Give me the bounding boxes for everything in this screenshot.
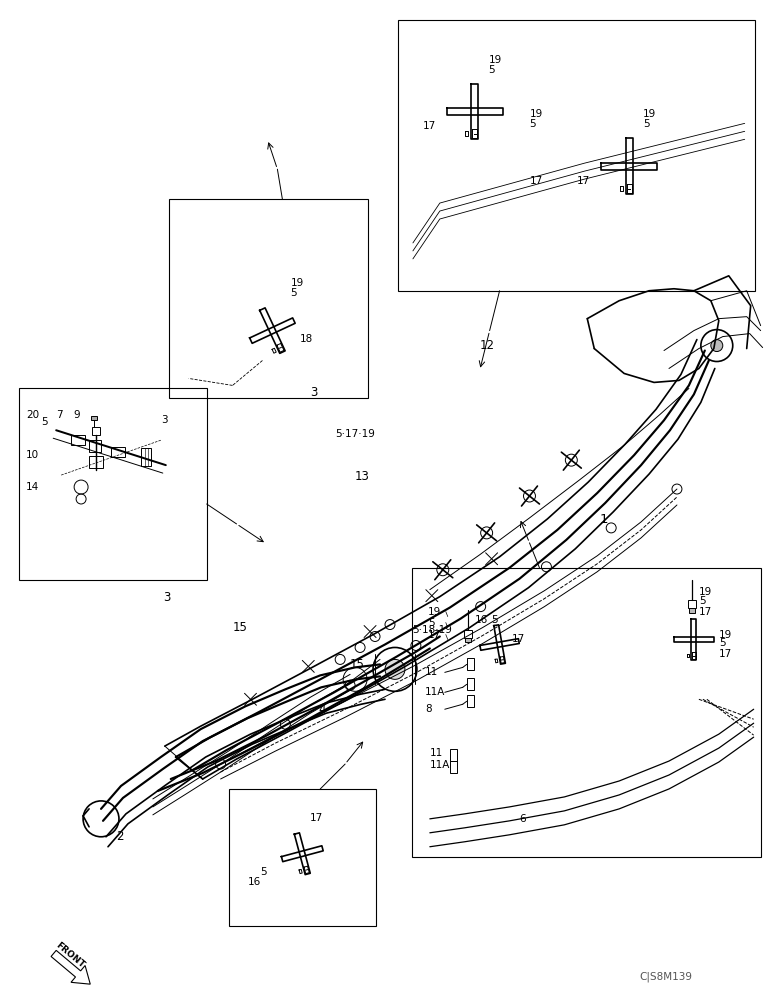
- Text: 15: 15: [350, 658, 365, 671]
- Bar: [465, 638, 471, 642]
- Text: 16: 16: [475, 615, 488, 625]
- Bar: [71, 435, 85, 445]
- Text: 5·18·19: 5·18·19: [412, 625, 452, 635]
- Bar: [91, 416, 97, 420]
- Bar: [229, 789, 376, 926]
- Text: 5: 5: [643, 119, 650, 129]
- Bar: [464, 630, 472, 638]
- Text: 19: 19: [530, 109, 543, 119]
- Text: 10: 10: [26, 450, 39, 460]
- Text: 20: 20: [26, 410, 39, 420]
- Text: 19: 19: [643, 109, 656, 119]
- Bar: [467, 678, 474, 690]
- Text: 13: 13: [355, 470, 370, 483]
- Text: 11: 11: [425, 667, 438, 677]
- Text: 16: 16: [248, 877, 261, 887]
- Bar: [19, 388, 207, 580]
- Bar: [450, 749, 457, 761]
- Text: C|S8M139: C|S8M139: [639, 971, 692, 982]
- Text: 6: 6: [520, 814, 527, 824]
- Bar: [689, 608, 695, 613]
- Text: FRONT: FRONT: [54, 941, 86, 970]
- Text: 5·17·19: 5·17·19: [335, 429, 375, 439]
- Text: 11A: 11A: [430, 760, 450, 770]
- Text: 2: 2: [116, 830, 124, 843]
- Text: 3: 3: [310, 386, 317, 399]
- Text: 12: 12: [479, 339, 495, 352]
- Text: 7: 7: [56, 410, 63, 420]
- Bar: [688, 600, 696, 608]
- Bar: [467, 695, 474, 707]
- Text: 5: 5: [41, 417, 48, 427]
- Text: 11: 11: [430, 748, 443, 758]
- Bar: [89, 456, 103, 468]
- Text: 17: 17: [423, 121, 436, 131]
- Text: 5: 5: [260, 867, 267, 877]
- Text: 17: 17: [719, 649, 732, 659]
- Text: 15: 15: [232, 621, 248, 634]
- Bar: [141, 448, 151, 466]
- Text: 19: 19: [489, 55, 502, 65]
- Text: 5: 5: [699, 596, 706, 606]
- Text: 19: 19: [428, 607, 441, 617]
- Text: 4: 4: [318, 703, 326, 716]
- Text: 19: 19: [699, 587, 712, 597]
- Text: 17: 17: [530, 176, 543, 186]
- Bar: [398, 20, 755, 291]
- Text: 8: 8: [425, 704, 432, 714]
- Circle shape: [711, 340, 723, 352]
- Text: 18: 18: [300, 334, 313, 344]
- Circle shape: [385, 659, 405, 679]
- Bar: [89, 440, 101, 452]
- Text: 17: 17: [428, 630, 441, 640]
- Text: 19: 19: [290, 278, 303, 288]
- Text: 5: 5: [290, 288, 297, 298]
- Bar: [467, 658, 474, 670]
- Bar: [111, 447, 125, 457]
- Text: 5: 5: [492, 615, 498, 625]
- Text: 5: 5: [428, 618, 435, 628]
- Text: 3: 3: [163, 591, 170, 604]
- Text: 17: 17: [577, 176, 591, 186]
- Text: 17: 17: [310, 813, 323, 823]
- Polygon shape: [51, 950, 90, 984]
- Bar: [412, 568, 760, 857]
- Text: 11A: 11A: [425, 687, 445, 697]
- Text: 5: 5: [719, 638, 726, 648]
- Text: 1: 1: [599, 513, 608, 526]
- Text: 19: 19: [719, 630, 732, 640]
- Text: 3: 3: [161, 415, 168, 425]
- Text: 9: 9: [73, 410, 80, 420]
- Text: 14: 14: [26, 482, 39, 492]
- Bar: [169, 199, 368, 398]
- Text: 5: 5: [489, 65, 496, 75]
- Bar: [92, 427, 100, 435]
- Text: 5: 5: [530, 119, 536, 129]
- Text: 17: 17: [512, 634, 525, 644]
- Bar: [450, 761, 457, 773]
- Text: 17: 17: [699, 607, 712, 617]
